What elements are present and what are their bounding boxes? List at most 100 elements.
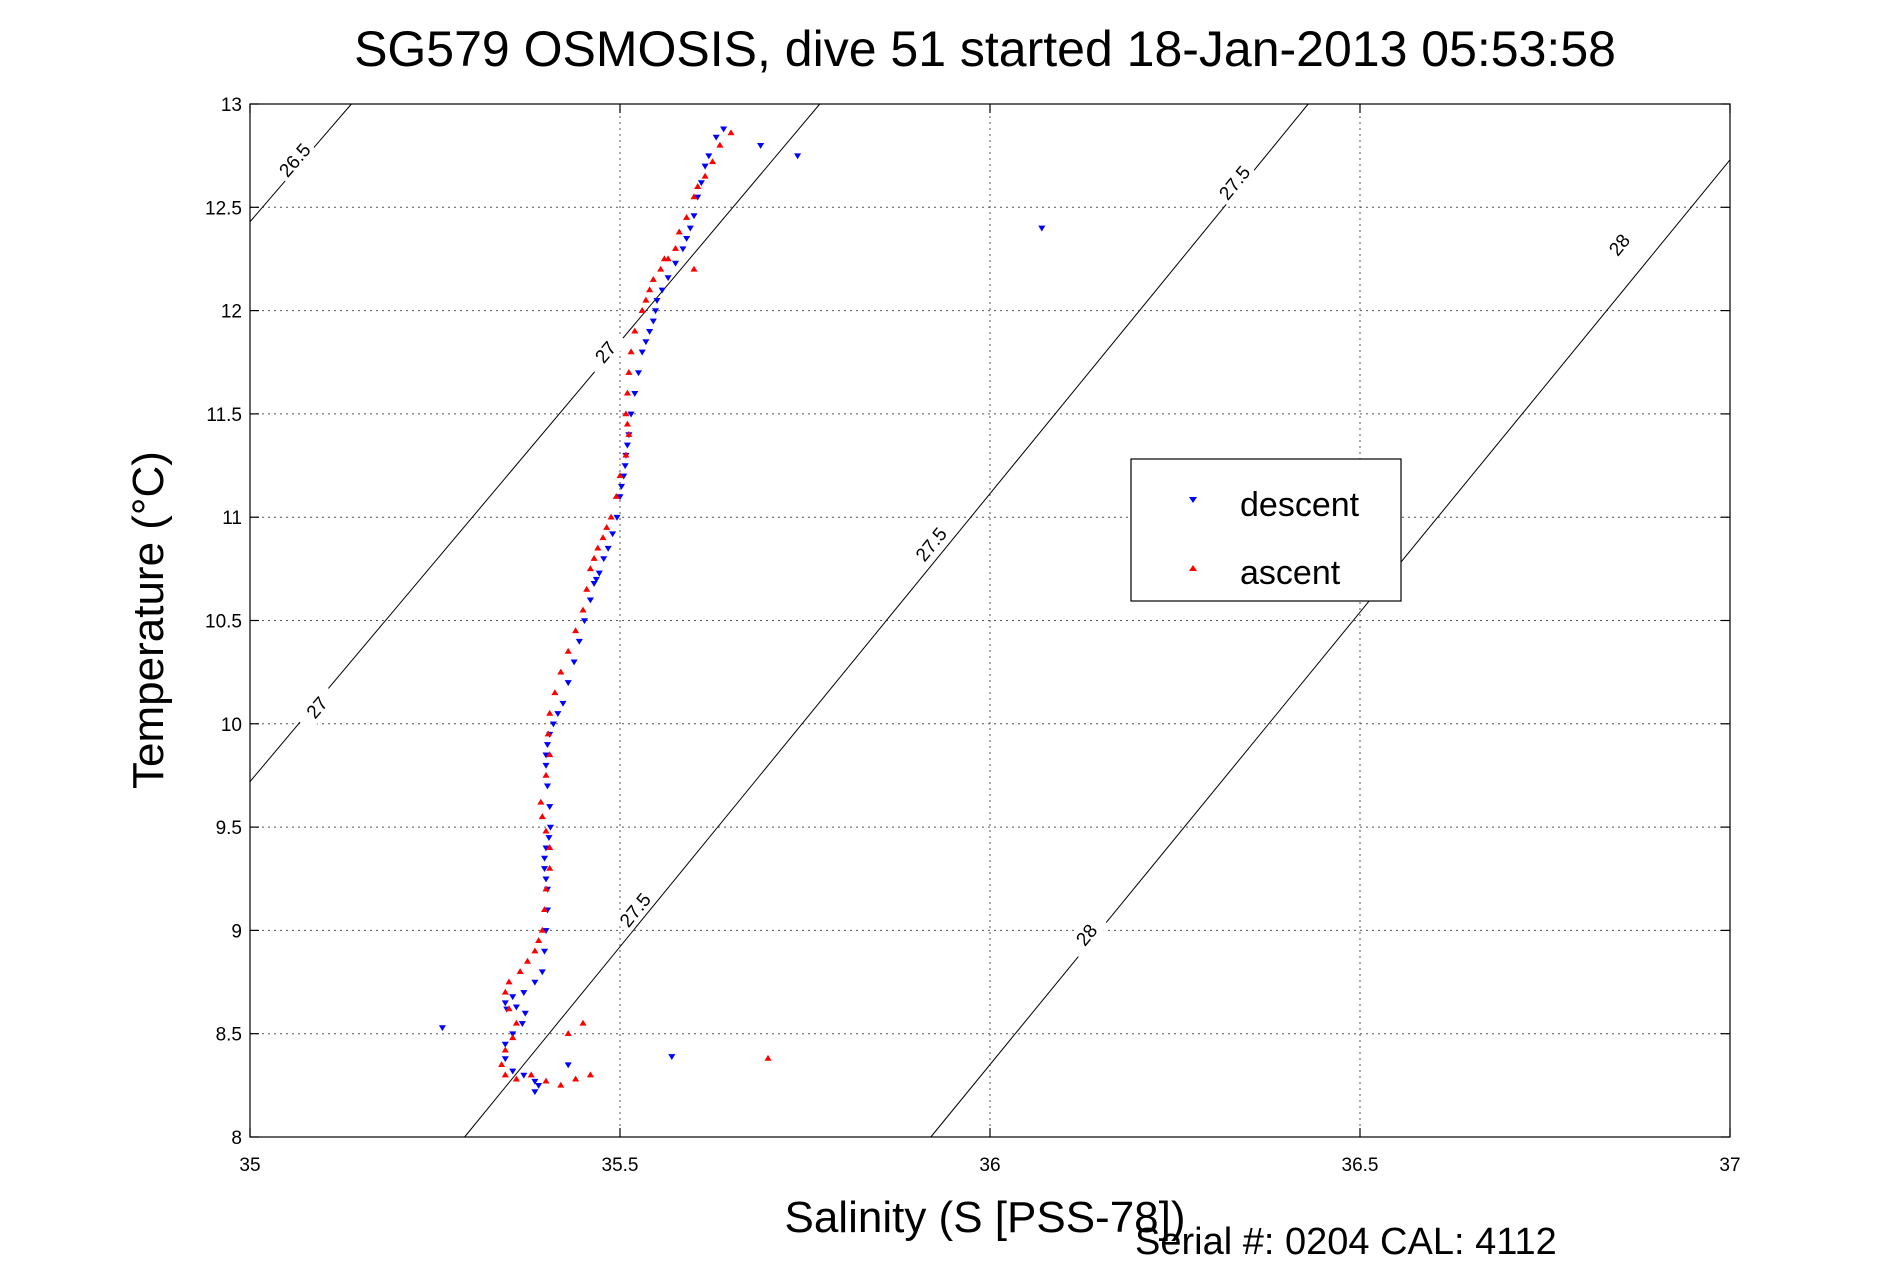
y-tick-label: 9 — [231, 921, 242, 942]
descent-point — [520, 990, 528, 996]
x-axis-label: Salinity (S [PSS-78]) — [784, 1193, 1185, 1242]
ascent-point — [716, 141, 724, 148]
sigma-contour-line-28 — [930, 159, 1731, 1138]
descent-point — [549, 721, 557, 728]
descent-point — [543, 783, 552, 790]
ascent-point — [579, 1019, 587, 1026]
descent-point — [592, 576, 600, 583]
ascent-point — [649, 276, 657, 282]
legend-ascent-marker — [1189, 565, 1197, 571]
descent-point — [509, 1068, 517, 1075]
ascent-point — [542, 827, 550, 834]
sigma-contour-label-gap — [271, 135, 318, 184]
ascent-point — [523, 957, 532, 964]
descent-point — [520, 1072, 528, 1079]
descent-point — [546, 824, 554, 831]
descent-point — [543, 742, 552, 749]
descent-point — [646, 328, 654, 335]
descent-point — [649, 318, 657, 325]
axis-ticks: 35 35.5 36 36.5 37 8 8.5 9 9.5 10 10.5 11 11.5 12 12.5… — [205, 95, 1741, 1176]
descent-point — [697, 180, 705, 187]
ascent-point — [612, 492, 620, 499]
ascent-point — [583, 585, 591, 592]
descent-point — [512, 1004, 520, 1011]
descent-point — [600, 556, 608, 563]
descent-point — [580, 618, 589, 625]
descent-point — [794, 153, 802, 160]
ascent-point — [546, 751, 554, 758]
descent-point — [621, 463, 629, 470]
descent-point — [546, 804, 554, 811]
descent-point — [540, 948, 549, 955]
ascent-point — [538, 926, 546, 933]
ascent-point — [675, 228, 683, 235]
ascent-point — [501, 1071, 509, 1078]
ascent-point — [660, 255, 668, 262]
descent-point — [586, 597, 594, 604]
ascent-point — [505, 1005, 513, 1012]
y-tick-label: 12.5 — [205, 198, 242, 219]
sigma-contour-line-27 — [249, 103, 821, 782]
legend-ascent-label: ascent — [1240, 554, 1341, 592]
ascent-point — [599, 534, 607, 541]
ascent-point — [542, 1077, 550, 1084]
ascent-point — [622, 410, 630, 417]
descent-point — [538, 969, 546, 976]
ascent-point — [625, 368, 633, 375]
descent-point — [679, 246, 687, 253]
y-tick-label: 8.5 — [216, 1025, 242, 1046]
grid-lines — [250, 104, 1730, 1137]
data-series — [438, 126, 1046, 1096]
descent-point — [664, 275, 672, 282]
descent-point — [613, 514, 621, 521]
ascent-point — [586, 1071, 594, 1078]
ascent-point — [512, 1019, 520, 1026]
sigma-contour-label-gap — [908, 520, 954, 569]
ascent-point — [586, 565, 594, 572]
descent-point — [575, 638, 583, 645]
descent-point — [690, 213, 698, 220]
ascent-point — [625, 430, 633, 437]
descent-point — [501, 1056, 509, 1063]
ascent-point — [537, 798, 545, 805]
ascent-point — [764, 1054, 772, 1061]
descent-point — [509, 1031, 517, 1038]
ascent-point — [690, 193, 698, 200]
ascent-point — [557, 1081, 565, 1088]
descent-point — [658, 287, 666, 294]
descent-point — [542, 876, 550, 883]
x-tick-label: 36.5 — [1342, 1155, 1379, 1176]
descent-point — [627, 411, 635, 418]
ascent-point — [551, 689, 559, 696]
ascent-point — [694, 183, 702, 189]
ascent-point — [542, 771, 550, 778]
ascent-point — [727, 129, 735, 136]
serial-cal-footer: Serial #: 0204 CAL: 4112 — [1135, 1221, 1557, 1262]
descent-point — [545, 835, 553, 842]
ascent-point — [708, 158, 717, 165]
ascent-point — [623, 389, 631, 396]
y-tick-label: 11 — [222, 508, 242, 529]
series-ascent — [498, 129, 772, 1088]
y-tick-label: 13 — [221, 95, 242, 116]
y-tick-label: 11.5 — [206, 405, 242, 426]
legend-descent-label: descent — [1240, 486, 1360, 524]
ascent-point — [683, 214, 691, 220]
descent-point — [609, 531, 617, 538]
descent-point — [757, 143, 765, 149]
descent-point — [712, 134, 720, 141]
descent-point — [521, 1010, 529, 1017]
descent-point — [595, 570, 603, 577]
ascent-point — [544, 730, 552, 737]
descent-point — [683, 235, 691, 242]
ascent-point — [527, 1071, 535, 1078]
ascent-point — [690, 265, 698, 272]
ascent-point — [701, 172, 709, 179]
ascent-point — [538, 813, 546, 820]
sigma-contour-label-gap — [294, 683, 340, 732]
descent-point — [634, 370, 643, 377]
ascent-point — [622, 451, 630, 458]
ascent-point — [516, 968, 524, 975]
ascent-point — [505, 978, 513, 985]
